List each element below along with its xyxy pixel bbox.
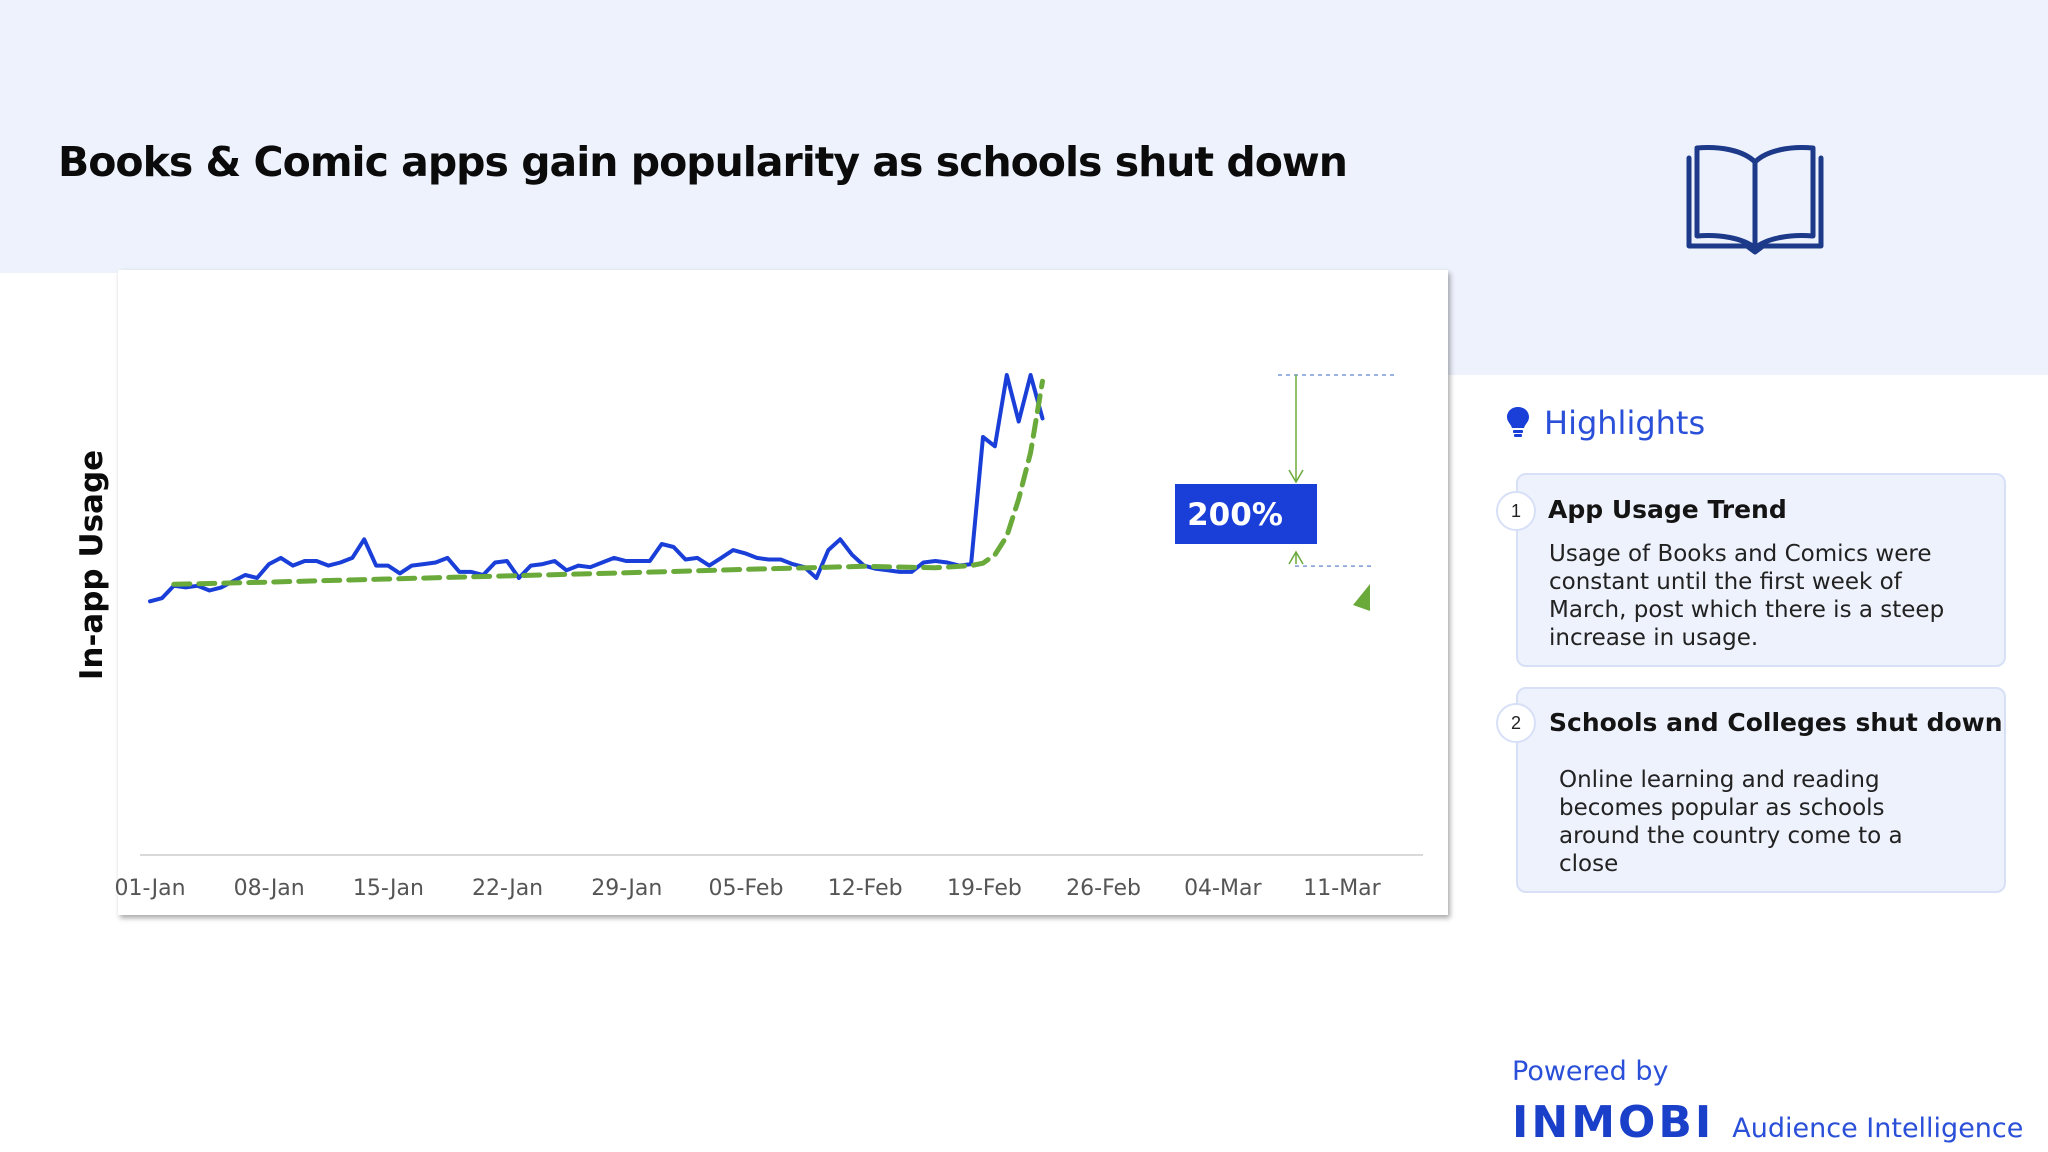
highlight-body-1: Usage of Books and Comics were constant …	[1549, 541, 1945, 651]
x-tick-label: 26-Feb	[1066, 876, 1141, 901]
x-tick-label: 29-Jan	[591, 876, 662, 901]
inmobi-logo: INMOBI	[1512, 1097, 1715, 1148]
highlight-card-1	[1516, 473, 2006, 667]
brand-footer: INMOBI Audience Intelligence	[1512, 1097, 2023, 1148]
header-band	[0, 0, 2048, 273]
open-book-icon	[1685, 140, 1825, 261]
highlight-number-1: 1	[1496, 491, 1536, 531]
trend-line	[171, 378, 1045, 587]
lightbulb-icon	[1506, 405, 1530, 442]
x-tick-label: 08-Jan	[234, 876, 305, 901]
x-tick-label: 05-Feb	[709, 876, 784, 901]
highlight-title-2: Schools and Colleges shut down	[1549, 708, 2003, 737]
powered-by-label: Powered by	[1512, 1056, 1669, 1087]
x-tick-label: 19-Feb	[947, 876, 1022, 901]
page-title: Books & Comic apps gain popularity as sc…	[58, 138, 1348, 186]
header-band-extension	[1448, 273, 2048, 375]
arrow-up-head	[1288, 550, 1304, 565]
product-name: Audience Intelligence	[1732, 1113, 2024, 1144]
highlights-heading: Highlights	[1544, 404, 1706, 442]
highlight-body-2: Online learning and reading becomes popu…	[1559, 767, 1903, 877]
highlights-header: Highlights	[1506, 404, 1705, 442]
annotation-label: 200%	[1187, 497, 1283, 533]
chart-card	[118, 270, 1448, 915]
x-tick-label: 01-Jan	[114, 876, 185, 901]
x-tick-label: 12-Feb	[828, 876, 903, 901]
highlight-number-2: 2	[1496, 703, 1536, 743]
trend-arrowhead	[1353, 584, 1370, 611]
x-tick-label: 22-Jan	[472, 876, 543, 901]
x-tick-label: 11-Mar	[1303, 876, 1381, 901]
x-tick-label: 04-Mar	[1184, 876, 1262, 901]
highlight-title-1: App Usage Trend	[1548, 495, 1787, 524]
annotation-box	[1175, 484, 1317, 544]
highlight-card-2	[1516, 687, 2006, 893]
arrow-down-head	[1288, 469, 1304, 484]
x-tick-label: 15-Jan	[353, 876, 424, 901]
usage-line	[148, 373, 1045, 604]
y-axis-label: In-app Usage	[74, 449, 110, 681]
